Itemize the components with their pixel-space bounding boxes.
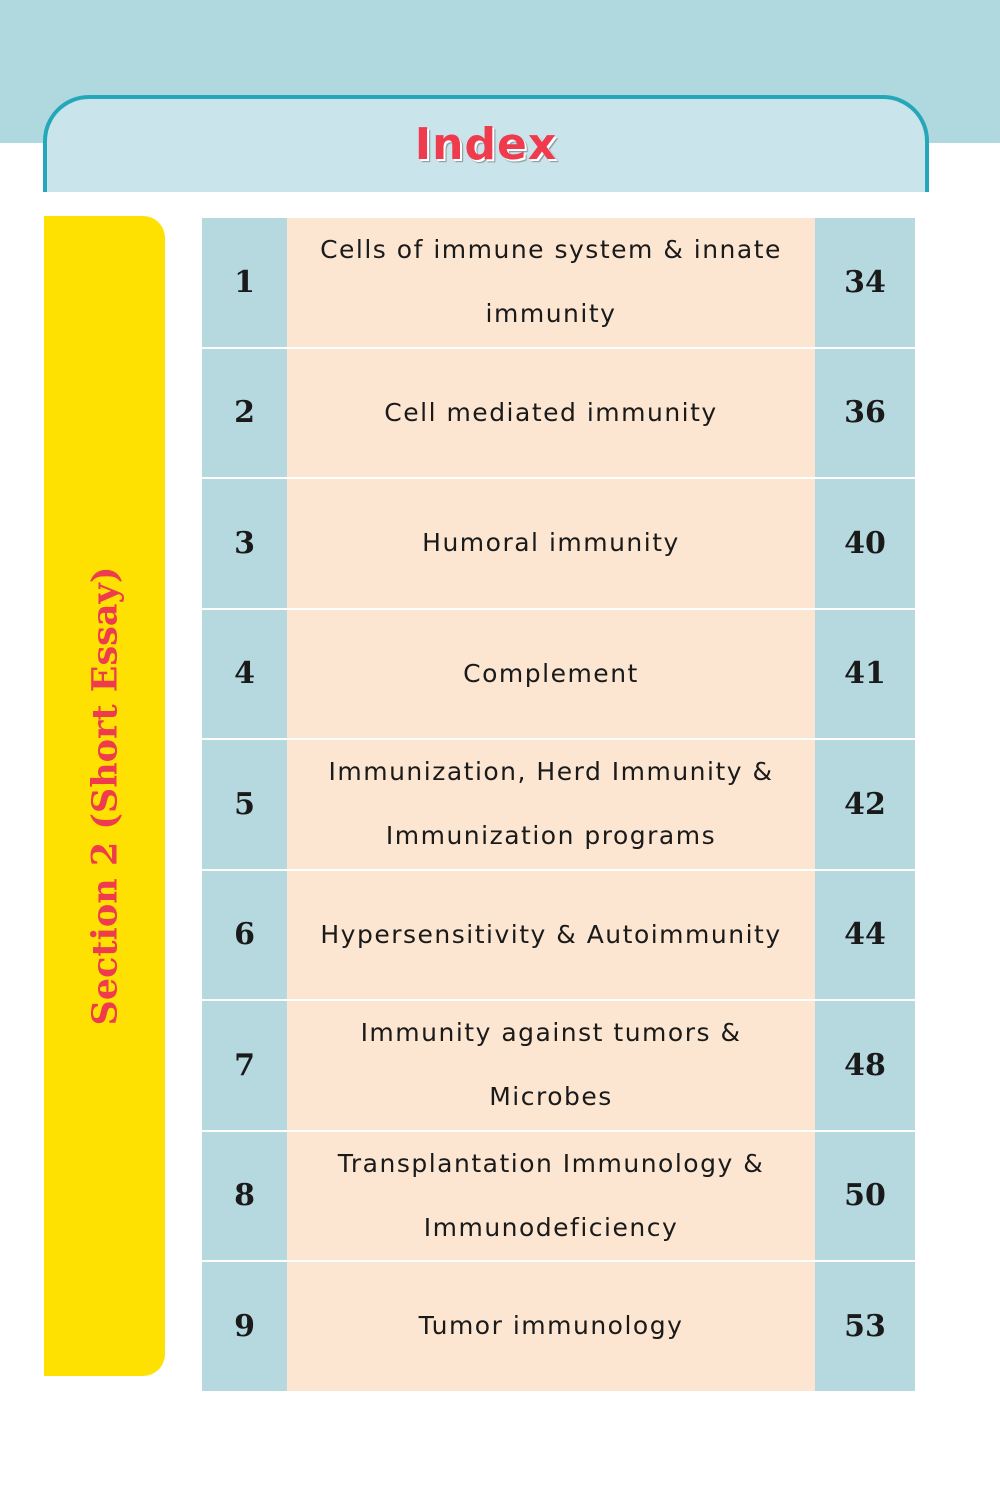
row-topic: Humoral immunity xyxy=(287,479,815,608)
row-topic: Cell mediated immunity xyxy=(287,348,815,477)
row-page-number: 53 xyxy=(815,1262,915,1391)
table-row[interactable]: 7 Immunity against tumors & Microbes 48 xyxy=(202,999,915,1130)
row-topic: Tumor immunology xyxy=(287,1262,815,1391)
row-number: 3 xyxy=(202,479,287,608)
table-row[interactable]: 1 Cells of immune system & innate immuni… xyxy=(202,218,915,347)
section-bar: Section 2 (Short Essay) xyxy=(44,216,165,1376)
table-row[interactable]: 8 Transplantation Immunology & Immunodef… xyxy=(202,1129,915,1260)
row-page-number: 40 xyxy=(815,479,915,608)
row-topic: Immunity against tumors & Microbes xyxy=(287,1001,815,1130)
row-topic: Cells of immune system & innate immunity xyxy=(287,218,815,347)
row-page-number: 50 xyxy=(815,1131,915,1260)
row-page-number: 44 xyxy=(815,870,915,999)
table-row[interactable]: 5 Immunization, Herd Immunity & Immuniza… xyxy=(202,738,915,869)
row-number: 2 xyxy=(202,348,287,477)
row-topic: Hypersensitivity & Autoimmunity xyxy=(287,870,815,999)
index-table: 1 Cells of immune system & innate immuni… xyxy=(202,218,915,1391)
row-number: 5 xyxy=(202,740,287,869)
table-row[interactable]: 2 Cell mediated immunity 36 xyxy=(202,346,915,477)
row-page-number: 48 xyxy=(815,1001,915,1130)
row-number: 8 xyxy=(202,1131,287,1260)
row-topic: Immunization, Herd Immunity & Immunizati… xyxy=(287,740,815,869)
row-number: 9 xyxy=(202,1262,287,1391)
page-title: Index xyxy=(414,119,558,170)
row-number: 6 xyxy=(202,870,287,999)
row-number: 7 xyxy=(202,1001,287,1130)
table-row[interactable]: 4 Complement 41 xyxy=(202,607,915,738)
header-tab: Index xyxy=(43,95,929,192)
section-label: Section 2 (Short Essay) xyxy=(84,566,125,1026)
row-number: 4 xyxy=(202,609,287,738)
row-page-number: 36 xyxy=(815,348,915,477)
row-number: 1 xyxy=(202,218,287,347)
row-topic: Complement xyxy=(287,609,815,738)
row-page-number: 41 xyxy=(815,609,915,738)
row-page-number: 34 xyxy=(815,218,915,347)
row-topic: Transplantation Immunology & Immunodefic… xyxy=(287,1131,815,1260)
table-row[interactable]: 3 Humoral immunity 40 xyxy=(202,477,915,608)
table-row[interactable]: 6 Hypersensitivity & Autoimmunity 44 xyxy=(202,868,915,999)
table-row[interactable]: 9 Tumor immunology 53 xyxy=(202,1260,915,1391)
row-page-number: 42 xyxy=(815,740,915,869)
